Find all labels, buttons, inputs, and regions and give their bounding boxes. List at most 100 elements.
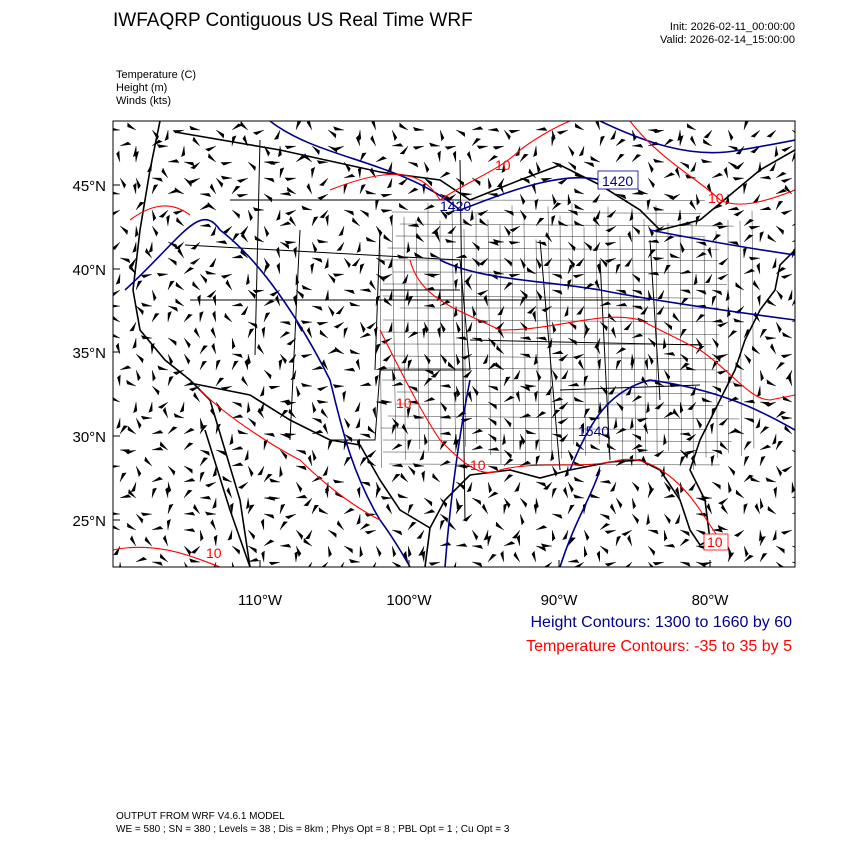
- wind-barb: [119, 365, 132, 371]
- wind-barb: [416, 529, 425, 539]
- wind-barb: [119, 561, 122, 567]
- wind-barb: [466, 481, 473, 493]
- wind-barb: [755, 417, 761, 429]
- wind-barb: [535, 369, 542, 381]
- wind-barb: [497, 305, 505, 316]
- wind-barb: [343, 545, 353, 554]
- wind-barb: [733, 209, 745, 217]
- wind-barb: [574, 188, 585, 195]
- wind-barb: [725, 289, 730, 302]
- wind-barb: [359, 382, 372, 387]
- lon-label: 110°W: [238, 592, 283, 609]
- wind-barb: [151, 447, 164, 451]
- wind-barb: [775, 321, 782, 333]
- wind-barb: [781, 465, 793, 473]
- wind-barb: [775, 289, 783, 300]
- wind-barb: [743, 474, 754, 483]
- wind-barb: [177, 247, 185, 259]
- wind-barb: [311, 216, 319, 227]
- wind-barb: [321, 561, 329, 567]
- wind-barb: [551, 202, 562, 211]
- wind-barb: [631, 154, 641, 163]
- wind-barb: [623, 321, 633, 331]
- plot-title: IWFAQRP Contiguous US Real Time WRF: [113, 10, 473, 31]
- wind-barb: [716, 353, 729, 359]
- wind-barb: [599, 513, 610, 521]
- wind-barb: [209, 257, 217, 268]
- wind-barb: [615, 347, 627, 355]
- wind-barb: [324, 257, 329, 269]
- county-line: [392, 355, 716, 359]
- wind-barb: [663, 433, 667, 446]
- wind-barb: [174, 187, 185, 195]
- wind-barb: [615, 138, 626, 147]
- wind-barb: [609, 503, 617, 515]
- wind-barb: [387, 177, 393, 189]
- wind-barb: [247, 289, 256, 299]
- model-info: OUTPUT FROM WRF V4.6.1 MODEL: [116, 811, 285, 822]
- wind-barb: [445, 238, 457, 243]
- wind-barb: [317, 193, 329, 201]
- wind-barb: [756, 262, 761, 275]
- wind-barb: [343, 289, 355, 295]
- wind-barb: [599, 545, 609, 555]
- wind-barb: [295, 465, 307, 471]
- wind-barb: [703, 129, 713, 139]
- wind-barb: [391, 561, 401, 567]
- wind-barb: [333, 321, 345, 329]
- wind-barb: [679, 401, 684, 414]
- wind-barb: [663, 321, 673, 331]
- wind-barb: [413, 414, 425, 419]
- wind-barb: [127, 522, 137, 531]
- wind-barb: [706, 503, 713, 515]
- county-line: [619, 236, 624, 464]
- wind-barb: [183, 313, 193, 323]
- county-line: [535, 239, 540, 451]
- wind-barb: [679, 561, 691, 567]
- wind-barb: [711, 289, 723, 296]
- wind-barb: [204, 511, 217, 516]
- wind-barb: [447, 361, 457, 371]
- wind-barb: [119, 257, 131, 264]
- wind-barb: [551, 273, 563, 279]
- wind-barb: [311, 449, 317, 462]
- wind-barb: [199, 449, 210, 456]
- wind-barb: [613, 417, 618, 430]
- wind-barb: [237, 429, 249, 435]
- wind-barb: [672, 312, 681, 323]
- wind-barb: [652, 129, 665, 134]
- wind-barb: [471, 138, 481, 147]
- wind-barb: [647, 177, 655, 188]
- wind-barb: [727, 241, 739, 246]
- wind-barb: [398, 177, 409, 186]
- wind-barb: [127, 122, 137, 131]
- wind-barb: [631, 433, 642, 441]
- wind-barb: [743, 234, 754, 243]
- wind-barb: [240, 121, 249, 131]
- wind-barb: [318, 507, 329, 515]
- wind-barb: [541, 305, 553, 313]
- wind-barb: [151, 184, 159, 195]
- canada-border: [174, 131, 795, 231]
- wind-barb: [695, 314, 705, 323]
- wind-barb: [735, 489, 745, 499]
- wind-barb: [743, 247, 748, 259]
- wind-barb: [295, 449, 307, 455]
- wind-barb: [469, 209, 474, 222]
- wind-barb: [487, 553, 497, 563]
- wind-barb: [247, 209, 254, 222]
- wind-barb: [656, 305, 665, 315]
- wind-barb: [113, 127, 121, 131]
- wind-barb: [615, 535, 621, 547]
- wind-barb: [663, 411, 675, 419]
- wind-barb: [151, 430, 164, 435]
- wind-barb: [727, 552, 735, 563]
- wind-barb: [775, 410, 786, 419]
- wind-barb: [277, 145, 282, 158]
- wind-barb: [151, 561, 163, 566]
- wind-barb: [301, 205, 313, 211]
- height-contour: [269, 121, 601, 211]
- county-line: [499, 224, 502, 465]
- wind-barb: [241, 376, 249, 387]
- wind-barb: [159, 209, 169, 218]
